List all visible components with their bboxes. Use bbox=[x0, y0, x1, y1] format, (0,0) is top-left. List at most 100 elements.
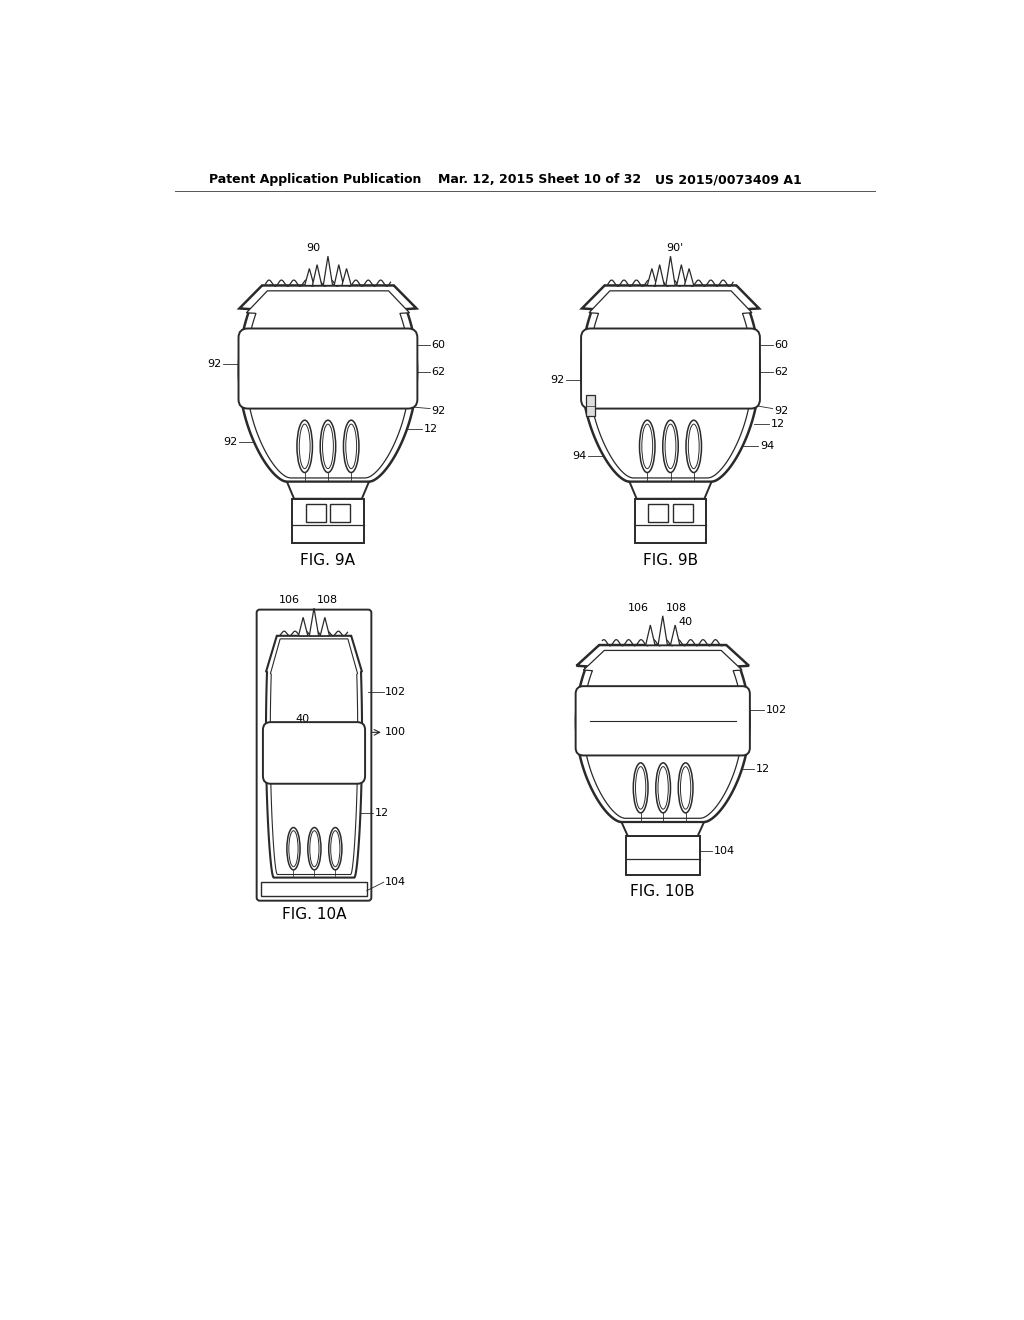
Polygon shape bbox=[575, 645, 750, 822]
Ellipse shape bbox=[633, 763, 648, 813]
Text: FIG. 9A: FIG. 9A bbox=[300, 553, 355, 568]
Ellipse shape bbox=[297, 420, 312, 473]
Polygon shape bbox=[589, 290, 753, 478]
FancyBboxPatch shape bbox=[257, 610, 372, 900]
Polygon shape bbox=[647, 268, 656, 285]
Ellipse shape bbox=[329, 828, 342, 870]
Ellipse shape bbox=[642, 424, 652, 469]
Polygon shape bbox=[677, 264, 686, 285]
FancyBboxPatch shape bbox=[263, 722, 366, 784]
Polygon shape bbox=[342, 268, 351, 285]
Text: 62: 62 bbox=[774, 367, 788, 376]
Text: Patent Application Publication: Patent Application Publication bbox=[209, 173, 422, 186]
Polygon shape bbox=[305, 268, 314, 285]
Text: 60: 60 bbox=[774, 341, 788, 350]
Text: 106: 106 bbox=[280, 595, 300, 605]
Polygon shape bbox=[658, 615, 668, 645]
Text: 92: 92 bbox=[223, 437, 238, 447]
Bar bbox=[305, 504, 326, 523]
Polygon shape bbox=[655, 264, 665, 285]
Bar bbox=[673, 504, 693, 523]
Ellipse shape bbox=[299, 424, 310, 469]
Text: 92: 92 bbox=[432, 405, 445, 416]
Ellipse shape bbox=[663, 420, 678, 473]
Polygon shape bbox=[312, 264, 322, 285]
Polygon shape bbox=[646, 626, 655, 645]
Polygon shape bbox=[671, 626, 680, 645]
Ellipse shape bbox=[343, 420, 359, 473]
Polygon shape bbox=[309, 609, 318, 636]
Ellipse shape bbox=[681, 767, 691, 809]
Ellipse shape bbox=[686, 420, 701, 473]
Text: 108: 108 bbox=[666, 603, 687, 612]
Ellipse shape bbox=[321, 420, 336, 473]
Text: 90: 90 bbox=[306, 243, 321, 253]
Text: 92: 92 bbox=[208, 359, 222, 368]
Ellipse shape bbox=[665, 424, 676, 469]
Ellipse shape bbox=[287, 828, 300, 870]
Text: 12: 12 bbox=[424, 424, 438, 434]
Text: US 2015/0073409 A1: US 2015/0073409 A1 bbox=[655, 173, 802, 186]
Bar bbox=[261, 882, 367, 896]
Ellipse shape bbox=[658, 767, 669, 809]
Text: 90': 90' bbox=[667, 243, 684, 253]
Text: 62: 62 bbox=[432, 367, 445, 376]
Ellipse shape bbox=[308, 828, 321, 870]
Bar bbox=[331, 504, 350, 523]
Ellipse shape bbox=[331, 830, 340, 867]
Text: 104: 104 bbox=[385, 878, 407, 887]
Polygon shape bbox=[684, 268, 693, 285]
Text: FIG. 9B: FIG. 9B bbox=[643, 553, 698, 568]
Polygon shape bbox=[266, 636, 362, 878]
Ellipse shape bbox=[346, 424, 356, 469]
Polygon shape bbox=[299, 618, 308, 636]
Text: FIG. 10A: FIG. 10A bbox=[282, 907, 346, 921]
Text: 102: 102 bbox=[766, 705, 786, 715]
Bar bbox=[292, 499, 364, 544]
FancyBboxPatch shape bbox=[575, 686, 750, 755]
Text: 12: 12 bbox=[771, 418, 784, 429]
Polygon shape bbox=[239, 285, 417, 482]
FancyBboxPatch shape bbox=[239, 329, 418, 409]
Text: 102: 102 bbox=[385, 688, 407, 697]
Polygon shape bbox=[583, 651, 742, 818]
Ellipse shape bbox=[310, 830, 319, 867]
Polygon shape bbox=[287, 482, 369, 499]
Polygon shape bbox=[334, 264, 343, 285]
Ellipse shape bbox=[289, 830, 298, 867]
Text: 106: 106 bbox=[628, 603, 649, 612]
Text: 108: 108 bbox=[317, 595, 338, 605]
Polygon shape bbox=[270, 639, 357, 875]
Text: 60: 60 bbox=[432, 341, 445, 350]
Text: 92: 92 bbox=[774, 405, 788, 416]
Text: 94: 94 bbox=[572, 450, 587, 461]
Ellipse shape bbox=[636, 767, 646, 809]
Polygon shape bbox=[622, 822, 703, 836]
Ellipse shape bbox=[678, 763, 693, 813]
Polygon shape bbox=[630, 482, 712, 499]
Text: 104: 104 bbox=[714, 846, 734, 857]
FancyBboxPatch shape bbox=[581, 329, 760, 409]
Text: 12: 12 bbox=[375, 808, 388, 818]
Text: 40: 40 bbox=[678, 616, 692, 627]
Bar bbox=[635, 499, 707, 544]
Polygon shape bbox=[666, 256, 675, 285]
Polygon shape bbox=[324, 256, 333, 285]
Polygon shape bbox=[582, 285, 760, 482]
Text: FIG. 10B: FIG. 10B bbox=[631, 884, 695, 899]
Polygon shape bbox=[321, 618, 330, 636]
Ellipse shape bbox=[640, 420, 655, 473]
Text: 12: 12 bbox=[756, 764, 770, 774]
Text: 94: 94 bbox=[760, 441, 774, 450]
Text: 92: 92 bbox=[550, 375, 564, 385]
Text: 100: 100 bbox=[385, 727, 407, 738]
Text: 40: 40 bbox=[295, 714, 309, 723]
Ellipse shape bbox=[323, 424, 334, 469]
Bar bbox=[626, 836, 699, 875]
Text: Mar. 12, 2015 Sheet 10 of 32: Mar. 12, 2015 Sheet 10 of 32 bbox=[438, 173, 641, 186]
Bar bbox=[648, 504, 669, 523]
Bar bbox=[586, 395, 596, 416]
Polygon shape bbox=[246, 290, 410, 478]
Ellipse shape bbox=[655, 763, 671, 813]
Ellipse shape bbox=[688, 424, 699, 469]
